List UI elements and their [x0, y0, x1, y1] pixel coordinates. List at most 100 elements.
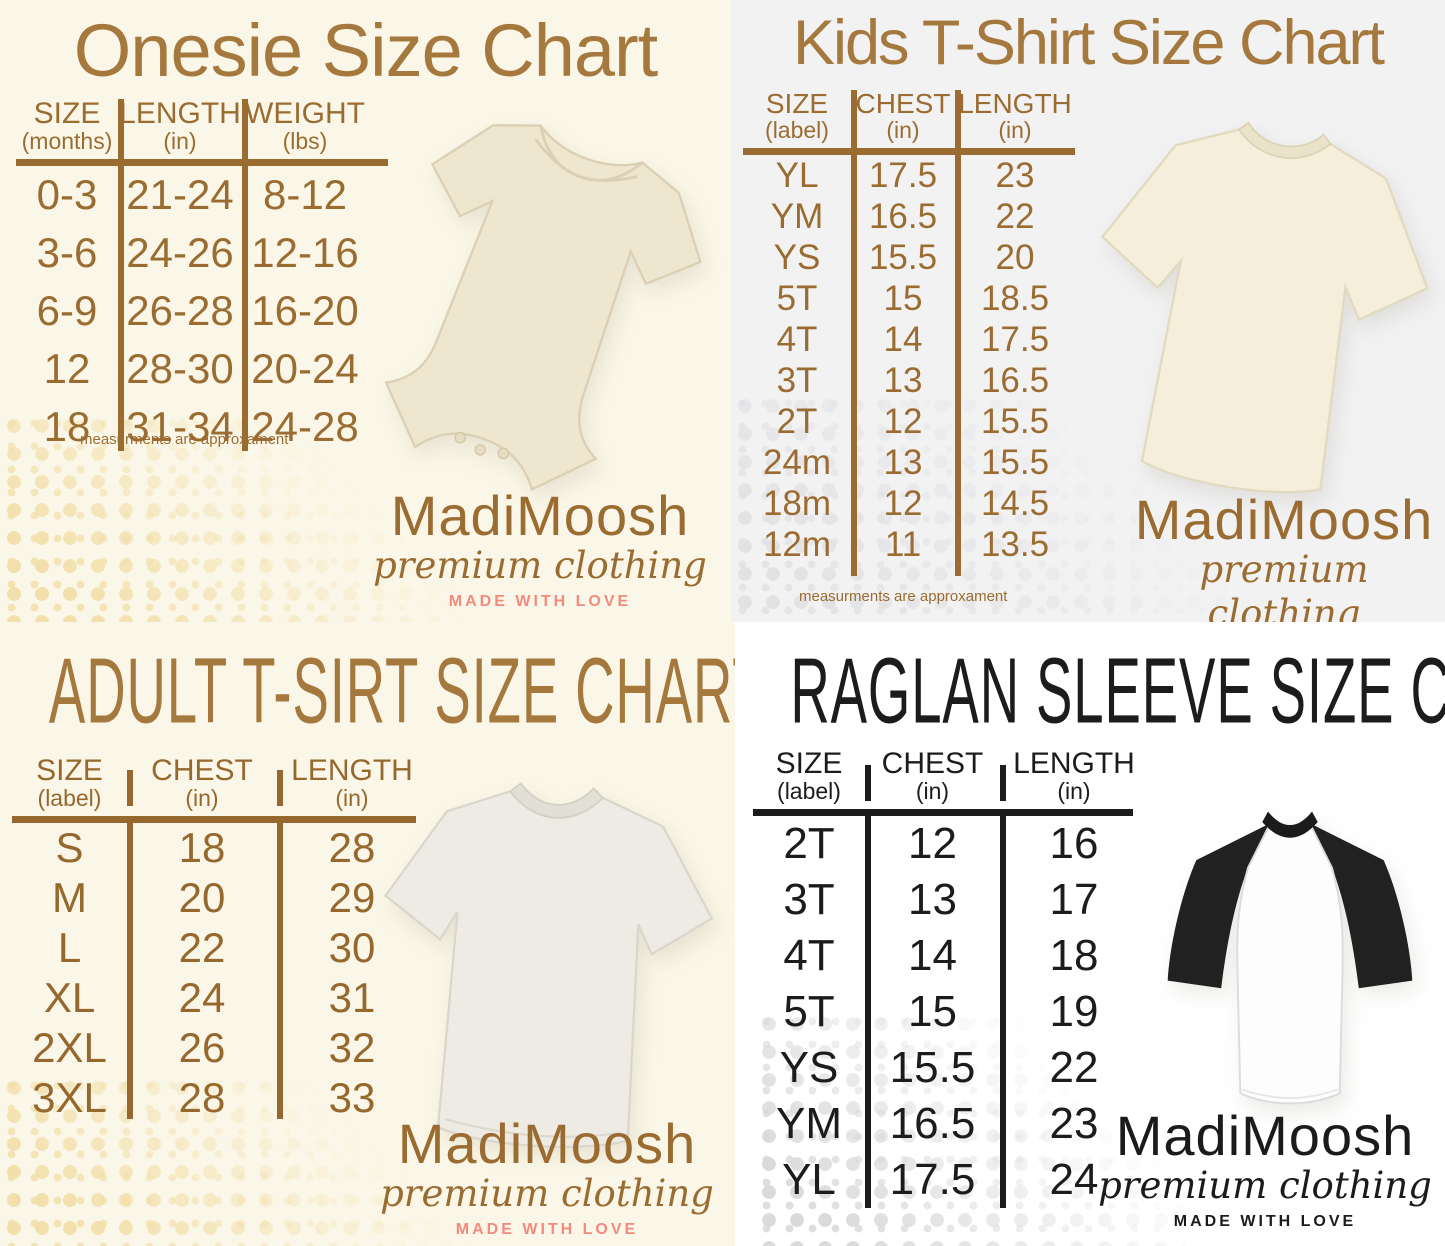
table-cell: XL — [43, 974, 96, 1022]
table-cell: 5T — [776, 279, 818, 319]
table-cell: YL — [782, 1155, 836, 1205]
column-label: LENGTH — [291, 754, 413, 787]
table-header: SIZE (label) CHEST (in) LENGTH (in) — [743, 90, 1075, 143]
page-title: Kids T-Shirt Size Chart — [792, 8, 1385, 78]
table-divider — [127, 770, 133, 806]
column-label: WEIGHT — [245, 97, 365, 130]
table-divider — [127, 817, 133, 1119]
column-label: CHEST — [151, 754, 253, 787]
table-divider — [955, 90, 961, 576]
brand-logo: MadiMoosh premium clothing MADE WITH LOV… — [1085, 1108, 1445, 1231]
table-header-rule — [743, 148, 1075, 156]
table-row: 5T 15 19 — [753, 984, 1148, 1040]
brand-logo: MadiMoosh premium clothing MADE WITH LOV… — [372, 1116, 722, 1239]
column-header: WEIGHT (lbs) — [242, 99, 368, 154]
table-cell: 13 — [883, 361, 923, 401]
table-cell: 20 — [995, 238, 1035, 278]
table-cell: 29 — [328, 874, 376, 922]
table-row: 3XL 28 33 — [12, 1073, 427, 1123]
table-cell: 26-28 — [126, 287, 234, 335]
table-cell: 2XL — [32, 1024, 107, 1072]
table-cell: 16-20 — [251, 287, 359, 335]
adult-size-table: SIZE (label) CHEST (in) LENGTH (in) S 18 2… — [12, 756, 427, 1123]
column-header: CHEST (in) — [865, 749, 1000, 804]
table-cell: 17.5 — [889, 1155, 976, 1205]
adult-tshirt-image — [384, 782, 714, 1149]
column-label: SIZE — [36, 754, 103, 787]
table-cell: 18 — [178, 824, 226, 872]
table-cell: YS — [779, 1043, 839, 1093]
table-row: 3T 13 16.5 — [743, 360, 1075, 401]
table-cell: 3XL — [32, 1074, 107, 1122]
column-unit: (label) — [37, 785, 102, 811]
table-row: XL 24 31 — [12, 973, 427, 1023]
table-cell: 12m — [762, 525, 832, 565]
table-header: SIZE (months) LENGTH (in) WEIGHT (lbs) — [16, 99, 368, 154]
raglan-size-chart-panel: RAGLAN SLEEVE SIZE CHART SIZE (label) CH… — [735, 622, 1445, 1246]
table-header: SIZE (label) CHEST (in) LENGTH (in) — [753, 749, 1148, 804]
table-cell: 14 — [908, 931, 957, 981]
table-cell: 17.5 — [980, 320, 1050, 360]
column-header: SIZE (months) — [16, 99, 118, 154]
column-unit: (in) — [915, 778, 950, 804]
table-header: SIZE (label) CHEST (in) LENGTH (in) — [12, 756, 427, 811]
table-cell: 3-6 — [36, 229, 98, 277]
table-cell: 12-16 — [251, 229, 359, 277]
column-header: SIZE (label) — [743, 90, 851, 143]
table-divider — [242, 99, 248, 451]
table-row: YM 16.5 22 — [743, 196, 1075, 237]
brand-name: MadiMoosh — [397, 1112, 697, 1175]
column-unit: (in) — [185, 785, 219, 811]
column-unit: (in) — [163, 128, 197, 154]
table-cell: 28 — [328, 824, 376, 872]
column-header: LENGTH (in) — [118, 99, 242, 154]
table-cell: 23 — [995, 156, 1035, 196]
table-cell: M — [52, 874, 87, 922]
table-cell: 12 — [43, 345, 91, 393]
kids-size-table: SIZE (label) CHEST (in) LENGTH (in) YL 17… — [743, 90, 1075, 576]
table-row: L 22 30 — [12, 923, 427, 973]
table-header-rule — [12, 816, 416, 824]
table-cell: 32 — [328, 1024, 376, 1072]
table-row: 18 31-34 24-28 — [16, 398, 368, 456]
table-cell: 4T — [776, 320, 818, 360]
table-cell: 24 — [1049, 1155, 1099, 1205]
table-row: YM 16.5 23 — [753, 1096, 1148, 1152]
table-cell: 15.5 — [889, 1043, 976, 1093]
table-cell: YL — [775, 156, 819, 196]
column-unit: (label) — [765, 117, 829, 143]
table-cell: L — [57, 924, 82, 972]
brand-tagline: premium clothing — [1098, 1164, 1432, 1207]
table-row: YS 15.5 20 — [743, 237, 1075, 278]
table-row: 2XL 26 32 — [12, 1023, 427, 1073]
page-title: RAGLAN SLEEVE SIZE CHART — [790, 640, 1445, 744]
measurement-note: measurments are approxament — [80, 431, 289, 448]
table-cell: 5T — [783, 987, 835, 1037]
raglan-size-table: SIZE (label) CHEST (in) LENGTH (in) 2T 12… — [753, 749, 1148, 1208]
table-cell: 17.5 — [868, 156, 938, 196]
table-cell: 18 — [1049, 931, 1099, 981]
table-cell: YM — [776, 1099, 842, 1149]
table-cell: 13 — [883, 443, 923, 483]
table-cell: 6-9 — [36, 287, 98, 335]
column-unit: (in) — [998, 117, 1032, 143]
table-cell: YM — [770, 197, 824, 237]
table-cell: 16 — [1049, 819, 1099, 869]
table-cell: 24-26 — [126, 229, 234, 277]
table-body: 2T 12 16 3T 13 17 4T 14 18 5T 15 19 YS 15.5 22 YM 16.5 23… — [753, 816, 1148, 1208]
table-header-rule — [16, 159, 388, 167]
table-cell: 18.5 — [980, 279, 1050, 319]
table-cell: 28 — [178, 1074, 226, 1122]
table-cell: 14.5 — [980, 484, 1050, 524]
onesie-size-chart-panel: Onesie Size Chart SIZE (months) LENGTH — [0, 0, 731, 622]
table-divider — [118, 99, 124, 451]
table-cell: 22 — [1049, 1043, 1099, 1093]
column-label: CHEST — [881, 747, 984, 780]
table-divider — [865, 812, 871, 1208]
raglan-shirt-image — [1167, 811, 1413, 1105]
table-divider — [865, 765, 871, 801]
table-row: 2T 12 15.5 — [743, 401, 1075, 442]
table-divider — [277, 817, 283, 1119]
table-cell: 15 — [883, 279, 923, 319]
brand-motto: MADE WITH LOVE — [455, 1221, 639, 1239]
